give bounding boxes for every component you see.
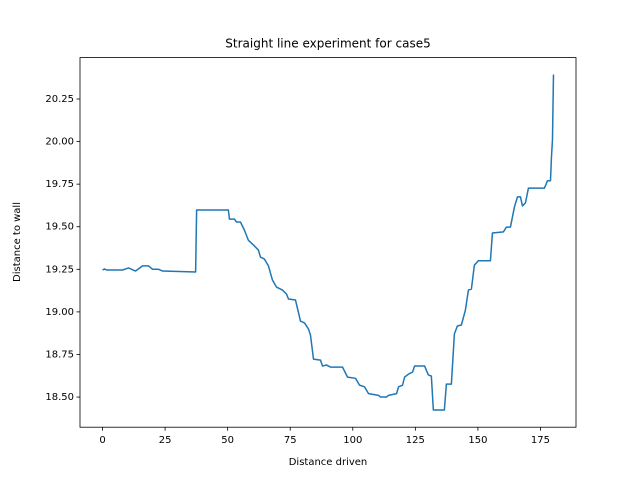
x-tick-label: 100 — [343, 435, 362, 446]
chart-title: Straight line experiment for case5 — [225, 37, 430, 51]
y-tick-label: 19.25 — [45, 264, 74, 275]
data-line — [102, 74, 555, 411]
x-tick-label: 50 — [221, 435, 234, 446]
y-tick-label: 19.75 — [45, 179, 74, 190]
x-tick-label: 25 — [159, 435, 172, 446]
y-tick-label: 20.00 — [45, 137, 74, 148]
y-tick-label: 18.75 — [45, 349, 74, 360]
x-tick-label: 0 — [99, 435, 105, 446]
y-tick-label: 19.50 — [45, 222, 74, 233]
y-tick-label: 20.25 — [45, 94, 74, 105]
y-tick-label: 18.50 — [45, 392, 74, 403]
y-tick-label: 19.00 — [45, 307, 74, 318]
plot-frame — [79, 57, 577, 428]
y-axis-label: Distance to wall — [12, 202, 23, 282]
x-axis-label: Distance driven — [289, 457, 368, 468]
x-tick-label: 150 — [468, 435, 487, 446]
x-tick-label: 75 — [284, 435, 297, 446]
x-tick-label: 125 — [406, 435, 425, 446]
x-tick-label: 175 — [531, 435, 550, 446]
